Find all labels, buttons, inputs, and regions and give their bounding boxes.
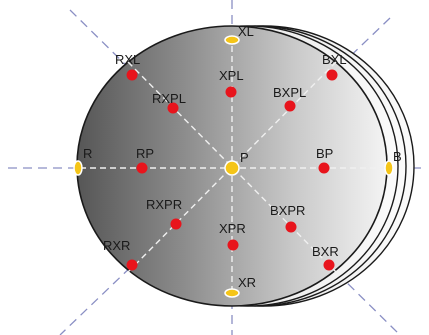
anchor-mark-xl [224, 35, 240, 45]
anchor-mark-b [384, 160, 394, 176]
point-label-rxl: RXL [115, 52, 140, 67]
point-label-xl: XL [238, 24, 254, 39]
point-mark-bxpl [284, 100, 296, 112]
point-r: R [73, 146, 92, 176]
point-xl: XL [224, 24, 254, 45]
point-mark-rxl [126, 69, 138, 81]
point-bxpr: BXPR [270, 203, 305, 233]
point-rxl: RXL [115, 52, 140, 81]
point-xr: XR [224, 275, 256, 298]
point-mark-bxr [323, 259, 335, 271]
point-bp: BP [316, 146, 333, 174]
point-label-bp: BP [316, 146, 333, 161]
point-mark-rxr [126, 259, 138, 271]
point-label-rxr: RXR [103, 238, 130, 253]
anchor-mark-r [73, 160, 83, 176]
point-mark-bp [318, 162, 330, 174]
point-bxr: BXR [312, 244, 339, 271]
point-label-xpr: XPR [219, 221, 246, 236]
point-xpr: XPR [219, 221, 246, 251]
point-mark-xpr [227, 239, 239, 251]
anchor-mark-xr [224, 288, 240, 298]
point-mark-bxl [326, 69, 338, 81]
point-rxpr: RXPR [146, 197, 182, 230]
point-mark-bxpr [285, 221, 297, 233]
point-rxpl: RXPL [152, 91, 186, 114]
point-mark-rxpl [167, 102, 179, 114]
point-label-b: B [393, 149, 402, 164]
point-label-r: R [83, 146, 92, 161]
point-label-xr: XR [238, 275, 256, 290]
point-label-p: P [240, 150, 249, 165]
point-b: B [384, 149, 402, 176]
anchor-mark-p [224, 160, 240, 176]
point-label-bxr: BXR [312, 244, 339, 259]
point-label-rxpr: RXPR [146, 197, 182, 212]
points-layer: XL RXL BXL XPL RXPL BXPL R RP P BP B RXPR BXPR XPR RXR… [73, 24, 402, 298]
point-mark-xpl [225, 86, 237, 98]
point-label-bxpl: BXPL [273, 85, 306, 100]
point-rp: RP [136, 146, 154, 174]
point-bxl: BXL [322, 52, 347, 81]
point-label-rp: RP [136, 146, 154, 161]
point-label-bxpr: BXPR [270, 203, 305, 218]
point-mark-rxpr [170, 218, 182, 230]
point-label-rxpl: RXPL [152, 91, 186, 106]
point-xpl: XPL [219, 68, 244, 98]
point-bxpl: BXPL [273, 85, 306, 112]
point-label-bxl: BXL [322, 52, 347, 67]
point-mark-rp [136, 162, 148, 174]
point-rxr: RXR [103, 238, 138, 271]
point-label-xpl: XPL [219, 68, 244, 83]
point-p: P [224, 150, 249, 176]
